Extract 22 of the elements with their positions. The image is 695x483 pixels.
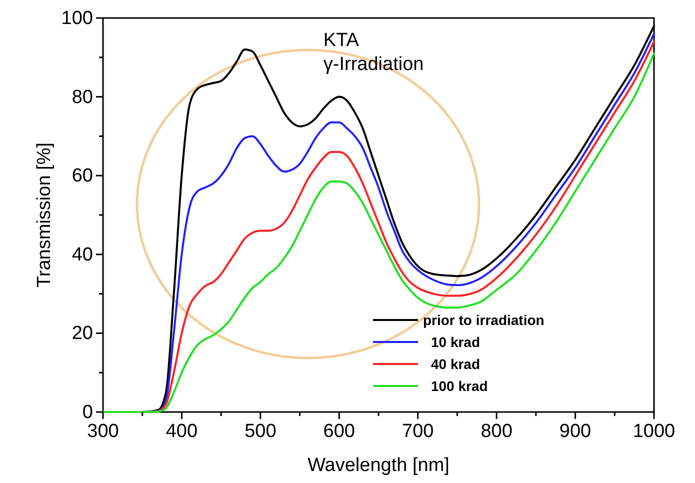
x-tick-label: 400: [166, 421, 198, 442]
annotation: γ-Irradiation: [323, 54, 424, 75]
y-tick-label: 100: [61, 8, 93, 29]
legend-label: 40 krad: [430, 356, 480, 372]
y-tick-label: 0: [82, 402, 93, 423]
x-tick-label: 500: [244, 421, 276, 442]
y-tick-label: 20: [72, 323, 93, 344]
x-tick-label: 600: [323, 421, 355, 442]
x-tick-label: 700: [402, 421, 434, 442]
legend-label: 10 krad: [430, 334, 480, 350]
x-tick-label: 300: [87, 421, 119, 442]
y-tick-label: 80: [72, 86, 93, 108]
x-tick-label: 900: [559, 421, 592, 442]
legend-label: 100 krad: [430, 378, 488, 394]
y-tick-label: 40: [72, 244, 93, 266]
legend-label: prior to irradiation: [422, 312, 544, 328]
annotation: KTA: [323, 30, 360, 51]
x-axis-title: Wavelength [nm]: [308, 455, 450, 476]
x-tick-label: 800: [480, 421, 512, 442]
y-tick-label: 60: [72, 166, 93, 187]
x-tick-label: 1000: [632, 421, 676, 442]
y-axis-title: Transmission [%]: [34, 142, 55, 288]
